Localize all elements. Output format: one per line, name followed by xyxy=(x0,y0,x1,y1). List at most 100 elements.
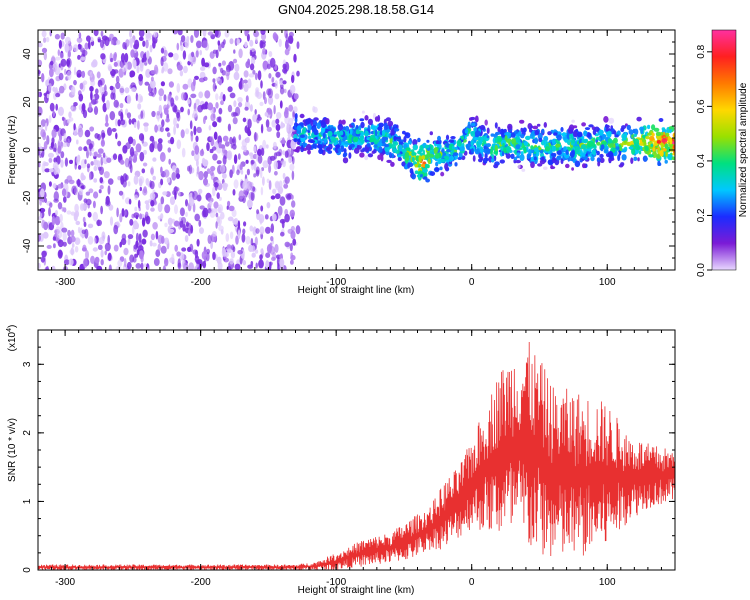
noise-blob xyxy=(266,126,272,132)
noise-blob xyxy=(162,62,169,72)
noise-blob xyxy=(253,161,257,171)
noise-blob xyxy=(87,40,91,50)
noise-blob xyxy=(49,67,54,78)
noise-blob xyxy=(271,78,274,83)
noise-blob xyxy=(184,235,189,242)
noise-blob xyxy=(166,132,171,138)
noise-blob xyxy=(228,205,235,212)
noise-blob xyxy=(43,51,47,61)
noise-blob xyxy=(150,70,157,75)
signal-blob xyxy=(671,156,675,161)
noise-blob xyxy=(53,243,56,249)
noise-blob xyxy=(109,85,114,91)
signal-blob xyxy=(521,168,526,172)
signal-blob xyxy=(302,127,306,134)
signal-blob xyxy=(618,164,624,168)
signal-blob xyxy=(299,134,305,138)
noise-blob xyxy=(77,43,82,50)
noise-blob xyxy=(161,119,165,128)
noise-blob xyxy=(84,129,91,138)
signal-blob xyxy=(494,122,498,129)
signal-blob xyxy=(638,150,642,155)
noise-blob xyxy=(45,265,49,270)
noise-blob xyxy=(102,86,105,93)
noise-blob xyxy=(206,142,210,152)
signal-blob xyxy=(337,147,341,153)
noise-blob xyxy=(143,149,147,155)
noise-blob xyxy=(227,123,231,132)
noise-blob xyxy=(209,51,215,59)
snr-y-scale-exponent: 4 xyxy=(6,328,13,332)
noise-blob xyxy=(232,143,237,150)
noise-blob xyxy=(139,151,145,162)
noise-blob xyxy=(290,139,297,150)
noise-blob xyxy=(232,117,238,125)
noise-blob xyxy=(58,85,65,94)
signal-blob xyxy=(664,132,670,137)
noise-blob xyxy=(141,57,145,63)
noise-blob xyxy=(241,79,245,85)
noise-blob xyxy=(73,66,77,76)
noise-blob xyxy=(173,220,180,227)
y-tick-label: 3 xyxy=(22,361,33,367)
signal-blob xyxy=(352,136,359,143)
signal-blob xyxy=(613,137,618,144)
signal-blob xyxy=(364,130,369,137)
noise-blob xyxy=(113,61,118,67)
signal-blob xyxy=(672,152,675,156)
signal-blob xyxy=(603,116,609,123)
signal-blob xyxy=(603,144,607,148)
noise-blob xyxy=(260,168,263,179)
noise-blob xyxy=(239,164,243,171)
noise-blob xyxy=(157,142,163,152)
noise-blob xyxy=(170,136,175,145)
noise-blob xyxy=(94,133,99,139)
noise-blob xyxy=(185,221,189,227)
noise-blob xyxy=(143,122,149,127)
noise-blob xyxy=(89,172,92,181)
signal-blob xyxy=(405,147,411,151)
noise-blob xyxy=(145,178,150,186)
noise-blob xyxy=(69,159,73,164)
noise-blob xyxy=(134,253,139,258)
noise-blob xyxy=(218,225,224,232)
noise-blob xyxy=(76,139,79,145)
noise-blob xyxy=(71,243,75,248)
noise-blob xyxy=(222,155,227,165)
signal-blob xyxy=(429,171,436,177)
noise-blob xyxy=(203,178,208,186)
x-tick-label: 100 xyxy=(599,577,616,588)
noise-blob xyxy=(140,262,144,270)
noise-blob xyxy=(117,259,123,267)
noise-blob xyxy=(226,150,233,161)
noise-blob xyxy=(227,200,231,207)
noise-blob xyxy=(262,139,267,150)
noise-blob xyxy=(212,121,218,128)
signal-blob xyxy=(378,122,384,128)
noise-blob xyxy=(180,44,184,52)
signal-blob xyxy=(501,134,506,138)
signal-blob xyxy=(387,120,394,127)
noise-blob xyxy=(192,190,198,201)
signal-blob xyxy=(302,140,306,148)
noise-blob xyxy=(173,53,179,61)
noise-blob xyxy=(57,183,64,189)
noise-blob xyxy=(193,152,200,162)
signal-blob xyxy=(510,132,516,138)
noise-blob xyxy=(93,178,98,183)
noise-blob xyxy=(111,128,117,132)
noise-blob xyxy=(51,215,56,226)
noise-blob xyxy=(97,38,101,43)
noise-blob xyxy=(138,73,144,82)
noise-blob xyxy=(100,30,104,37)
noise-blob xyxy=(289,242,293,252)
noise-blob xyxy=(160,56,164,67)
noise-blob xyxy=(78,93,84,102)
noise-blob xyxy=(163,107,169,115)
signal-blob xyxy=(388,152,393,159)
noise-blob xyxy=(207,197,214,203)
noise-blob xyxy=(251,252,256,258)
noise-blob xyxy=(115,221,120,227)
noise-blob xyxy=(244,41,248,48)
signal-blob xyxy=(490,158,495,163)
